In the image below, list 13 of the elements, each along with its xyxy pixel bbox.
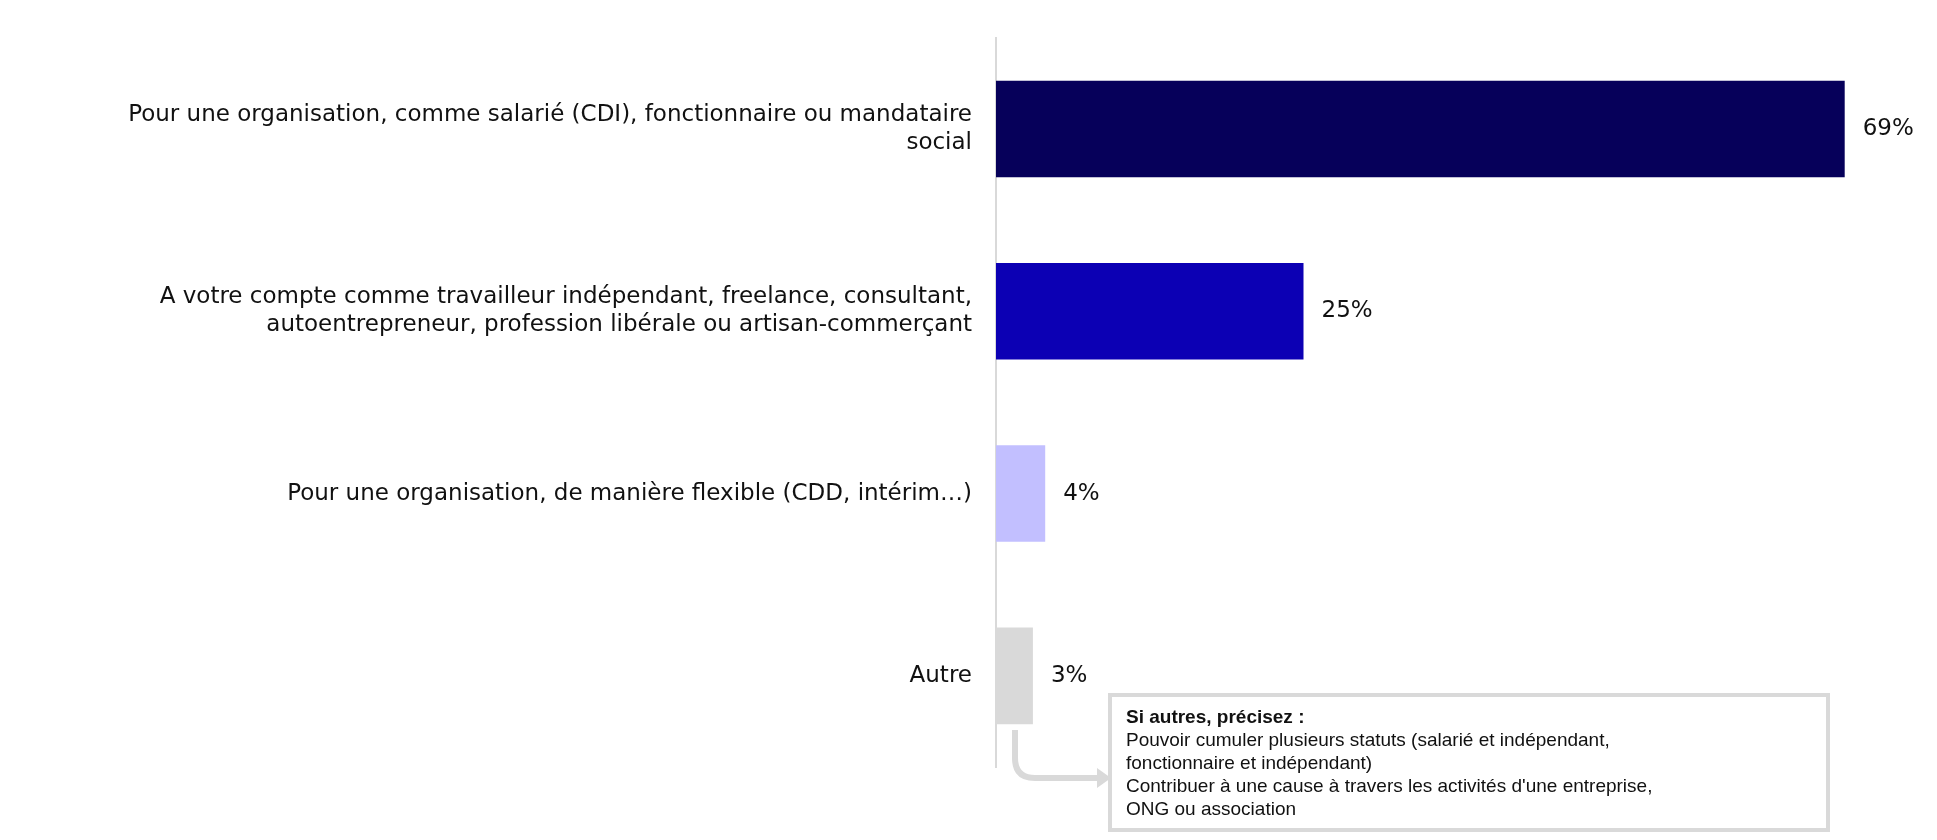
data-label: 25% bbox=[1321, 296, 1373, 323]
data-label: 4% bbox=[1063, 478, 1100, 505]
note-box: Si autres, précisez : Pouvoir cumuler plusieurs statuts (salarié et indépendant, fonctionnaire et indépendant) Contribuer à une cause à travers les activités d'une entreprise, ONG ou association bbox=[1108, 693, 1830, 832]
bar bbox=[996, 80, 1845, 178]
y-tick-label: A votre compte comme travailleur indépendant, freelance, consultant, autoentrepreneur, profession libérale ou artisan-commerçant bbox=[159, 282, 972, 337]
data-label: 69% bbox=[1862, 113, 1914, 140]
y-tick-label: Autre bbox=[909, 660, 972, 687]
annotation: Si autres, précisez : Pouvoir cumuler plusieurs statuts (salarié et indépendant, fonctionnaire et indépendant) Contribuer à une cause à travers les activités d'une entreprise, ONG ou association bbox=[1126, 705, 1654, 820]
y-tick-label: Pour une organisation, comme salarié (CDI), fonctionnaire ou mandataire social bbox=[128, 100, 972, 154]
bar bbox=[996, 262, 1304, 360]
y-tick-label: Pour une organisation, de manière flexible (CDD, intérim…) bbox=[287, 478, 972, 505]
data-label: 3% bbox=[1050, 660, 1088, 687]
bar bbox=[996, 445, 1046, 542]
